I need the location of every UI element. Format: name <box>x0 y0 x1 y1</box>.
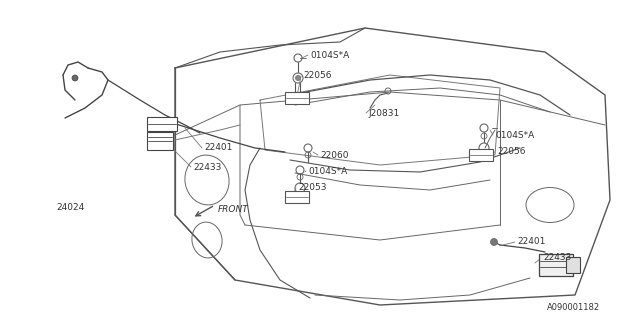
FancyBboxPatch shape <box>285 191 309 203</box>
Text: 22433: 22433 <box>193 163 221 172</box>
Text: 22401: 22401 <box>517 237 545 246</box>
FancyBboxPatch shape <box>566 257 580 273</box>
Text: 0104S*A: 0104S*A <box>310 51 349 60</box>
Text: 22056: 22056 <box>497 148 525 156</box>
FancyBboxPatch shape <box>469 149 493 161</box>
Text: J20831: J20831 <box>368 108 399 117</box>
Text: FRONT: FRONT <box>218 205 249 214</box>
FancyBboxPatch shape <box>147 117 177 131</box>
Circle shape <box>490 238 497 245</box>
Circle shape <box>296 76 301 81</box>
Text: 22056: 22056 <box>303 71 332 81</box>
Text: 22401: 22401 <box>204 143 232 153</box>
FancyBboxPatch shape <box>539 254 573 276</box>
Text: 22053: 22053 <box>298 183 326 193</box>
Text: 0104S*A: 0104S*A <box>308 166 348 175</box>
FancyBboxPatch shape <box>147 132 173 150</box>
Text: 0104S*A: 0104S*A <box>495 131 534 140</box>
Text: 24024: 24024 <box>56 204 84 212</box>
Text: 22060: 22060 <box>320 150 349 159</box>
Text: A090001182: A090001182 <box>547 303 600 313</box>
FancyBboxPatch shape <box>285 92 309 104</box>
Circle shape <box>72 75 78 81</box>
Text: 22433: 22433 <box>543 253 572 262</box>
